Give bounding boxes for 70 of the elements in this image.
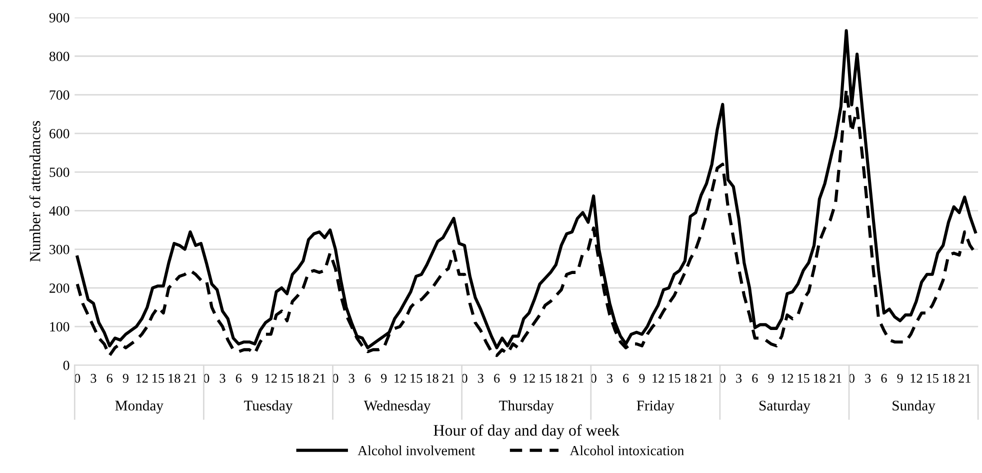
x-tick-label: 21 — [442, 374, 454, 383]
x-tick-label: 21 — [571, 374, 584, 383]
x-tick-label: 9 — [252, 374, 258, 383]
x-tick-label: 3 — [607, 374, 612, 383]
x-tick-label: 3 — [348, 374, 354, 383]
y-tick-label: 300 — [50, 244, 70, 254]
text: Sunday — [892, 400, 936, 414]
x-tick-label: 12 — [910, 374, 922, 383]
y-axis-title: Number of attendances — [29, 121, 40, 262]
x-tick-label: 9 — [639, 374, 645, 383]
x-tick-label: 21 — [958, 374, 970, 383]
y-tick-label: 0 — [63, 360, 70, 370]
x-tick-label: 6 — [364, 374, 371, 383]
text: Monday — [115, 400, 164, 414]
x-tick-label: 6 — [236, 374, 242, 383]
y-tick-label: 600 — [50, 128, 70, 138]
x-tick-label: 18 — [684, 374, 696, 383]
x-tick-label: 12 — [394, 374, 406, 383]
x-tick-label: 6 — [106, 374, 112, 383]
x-tick-label: 12 — [136, 374, 148, 383]
x-tick-label: 6 — [623, 374, 629, 383]
x-tick-label: 3 — [478, 374, 484, 383]
x-tick-label: 6 — [494, 374, 500, 383]
x-tick-label: 15 — [410, 374, 422, 383]
x-tick-label: 15 — [540, 374, 552, 383]
x-tick-label: 3 — [220, 374, 226, 383]
legend-label: Alcohol intoxication — [570, 446, 684, 456]
y-tick-label: 900 — [49, 13, 70, 22]
y-tick-label: 800 — [49, 52, 70, 62]
legend-label: Alcohol involvement — [358, 446, 476, 456]
x-tick-label: 9 — [380, 374, 387, 383]
x-tick-label: 3 — [736, 374, 742, 383]
x-tick-label: 15 — [798, 374, 810, 383]
x-tick-label: 18 — [943, 374, 955, 383]
y-tick-label: 100 — [50, 322, 70, 332]
x-tick-label: 15 — [152, 374, 164, 383]
text: Friday — [636, 400, 674, 414]
y-tick-label: 400 — [49, 206, 70, 216]
x-tick-label: 3 — [90, 374, 96, 383]
x-tick-label: 18 — [814, 374, 826, 383]
x-tick-label: 21 — [830, 374, 842, 383]
x-tick-label: 18 — [298, 374, 310, 383]
y-tick-label: 500 — [50, 168, 70, 177]
x-tick-label: 18 — [168, 374, 180, 383]
x-tick-label: 6 — [881, 374, 887, 383]
x-tick-label: 15 — [668, 374, 680, 383]
x-tick-label: 3 — [865, 374, 871, 383]
x-tick-label: 18 — [426, 374, 438, 383]
x-tick-label: 12 — [524, 374, 535, 383]
text: Thursday — [499, 400, 554, 414]
x-tick-label: 9 — [122, 374, 128, 383]
x-tick-label: 9 — [897, 374, 903, 383]
text: Tuesday — [244, 400, 293, 414]
x-tick-label: 9 — [768, 374, 774, 383]
text: Saturday — [760, 400, 810, 414]
x-tick-label: 12 — [782, 374, 794, 383]
x-tick-label: 12 — [265, 374, 277, 383]
y-tick-label: 700 — [50, 90, 70, 100]
y-tick-label: 200 — [50, 283, 70, 293]
x-tick-label: 9 — [510, 374, 516, 383]
x-tick-label: 21 — [700, 374, 712, 383]
x-tick-label: 15 — [282, 374, 294, 383]
x-tick-label: 18 — [556, 374, 568, 383]
x-tick-label: 6 — [752, 374, 758, 383]
x-axis-title: Hour of day and day of week — [434, 424, 620, 440]
x-tick-label: 12 — [652, 374, 664, 383]
x-tick-label: 15 — [926, 374, 938, 383]
x-tick-label: 21 — [313, 374, 326, 383]
text: Wednesday — [364, 400, 431, 414]
x-tick-label: 21 — [184, 374, 196, 383]
